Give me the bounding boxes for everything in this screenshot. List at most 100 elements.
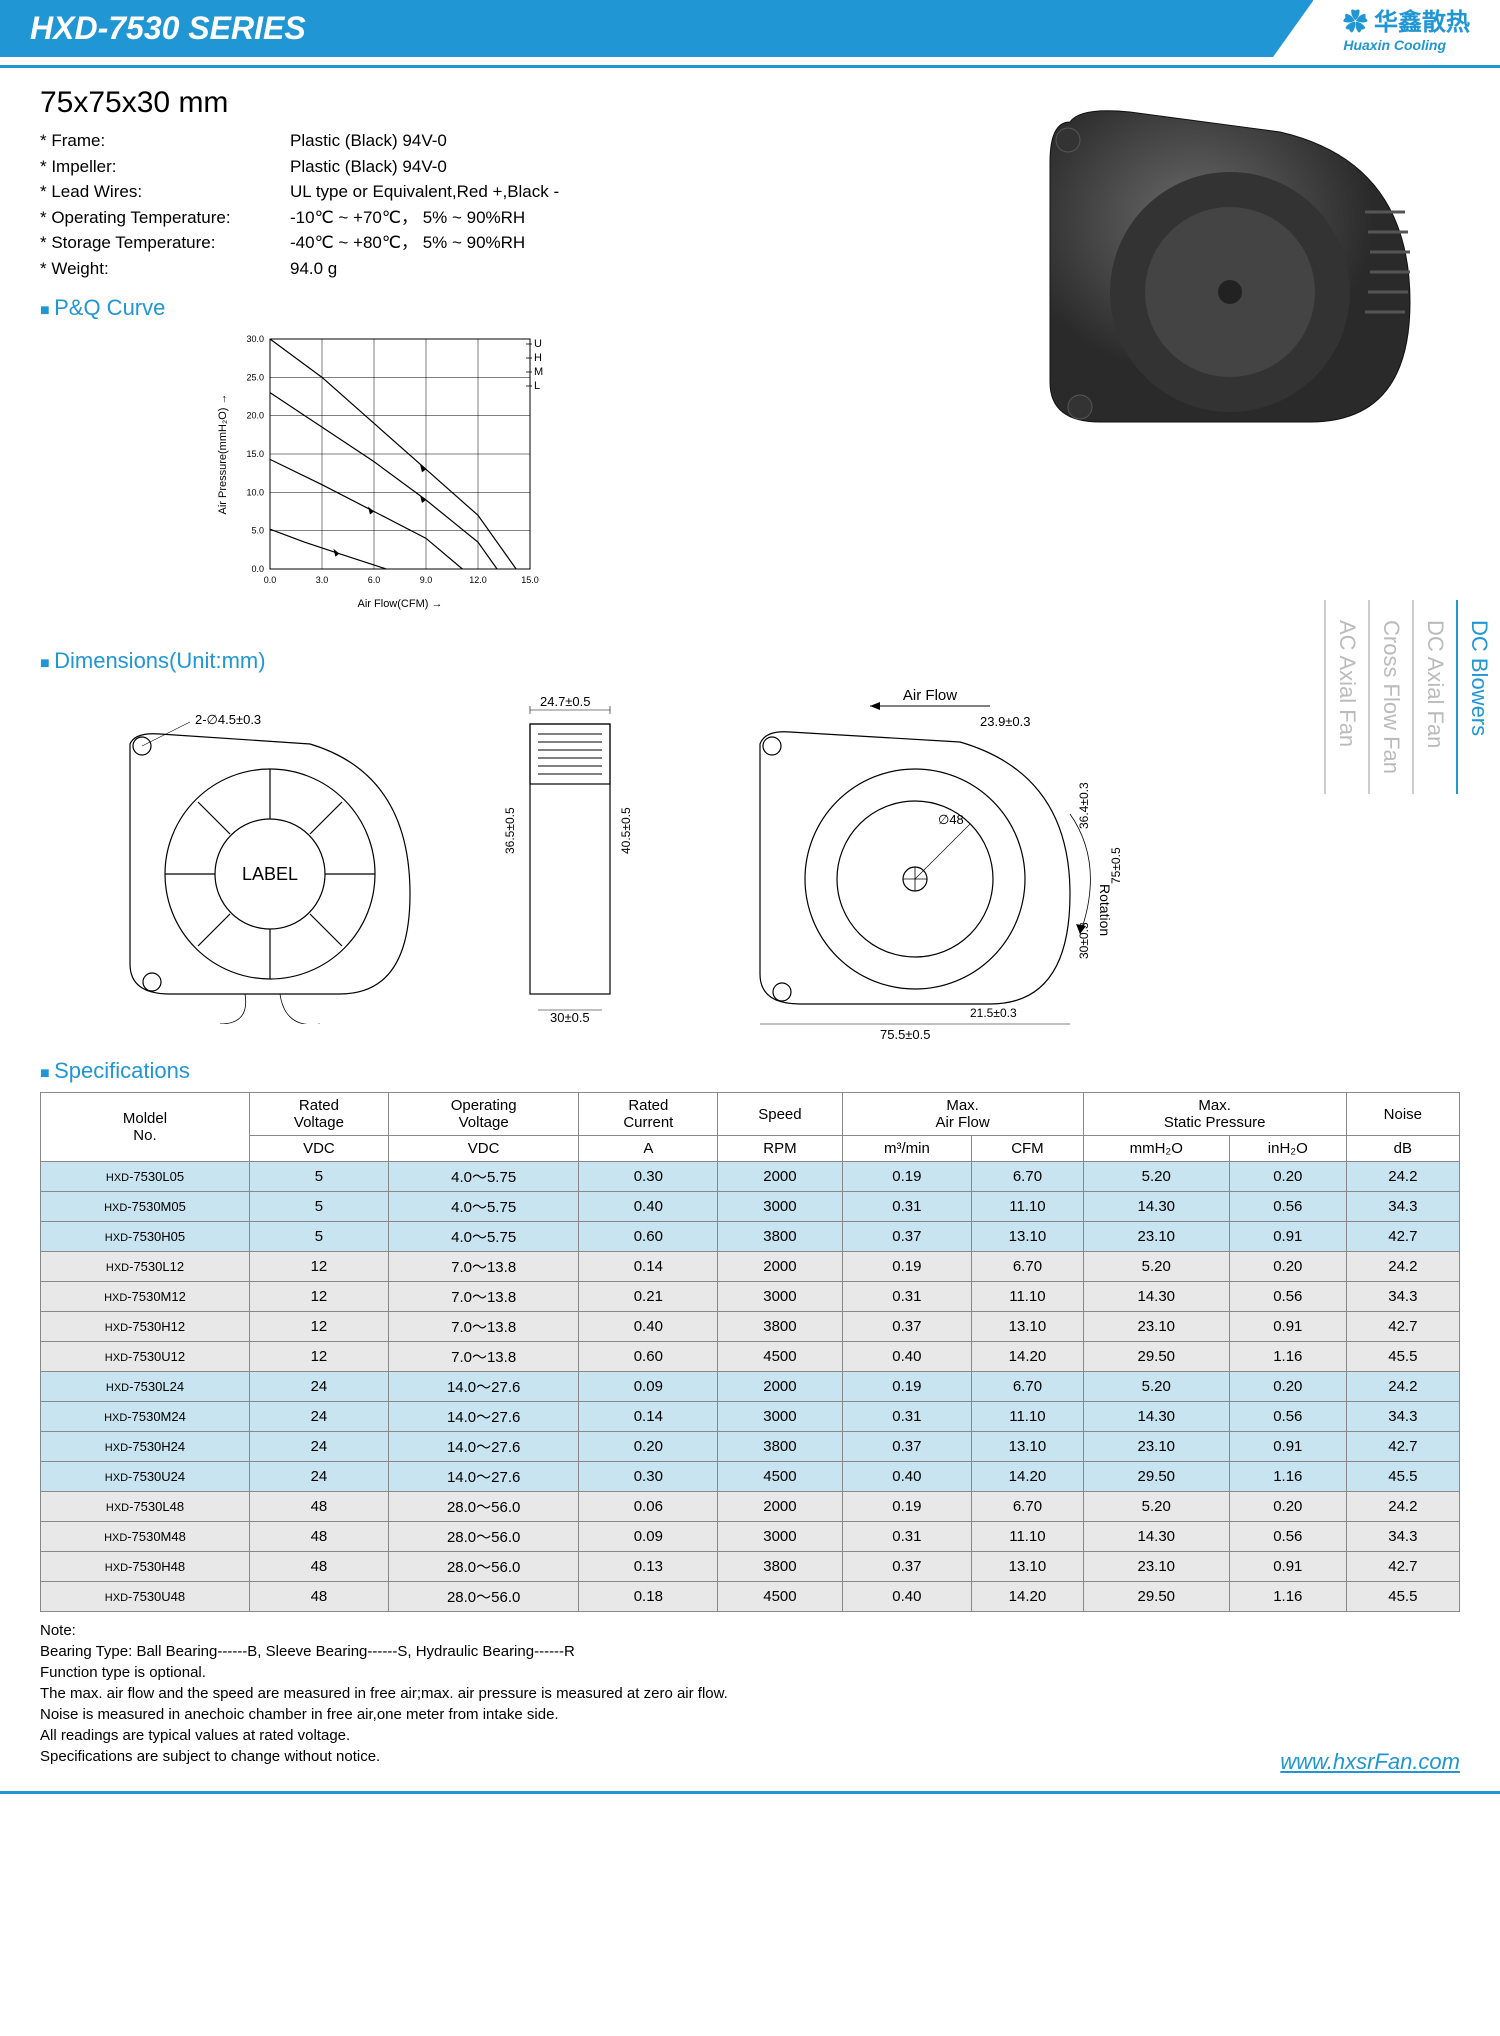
table-cell: 0.40 [579, 1192, 718, 1222]
table-cell: 0.09 [579, 1522, 718, 1552]
footer-url[interactable]: www.hxsrFan.com [1280, 1749, 1460, 1775]
table-cell: 5.20 [1083, 1492, 1229, 1522]
table-cell: HXD-7530H48 [41, 1552, 250, 1582]
table-subheader: m³/min [842, 1136, 972, 1162]
svg-text:15.0: 15.0 [521, 575, 539, 585]
table-cell: 5 [249, 1222, 388, 1252]
product-photo [1010, 82, 1430, 442]
table-cell: 24 [249, 1372, 388, 1402]
logo-chinese: ✿ 华鑫散热 [1343, 2, 1470, 37]
table-cell: 0.18 [579, 1582, 718, 1612]
table-cell: 34.3 [1346, 1402, 1459, 1432]
table-cell: 0.40 [842, 1342, 972, 1372]
table-row: HXD-7530H12127.0～13.80.4038000.3713.1023… [41, 1312, 1460, 1342]
table-cell: 0.06 [579, 1492, 718, 1522]
table-cell: 3800 [718, 1312, 842, 1342]
table-cell: 48 [249, 1582, 388, 1612]
prop-value: Plastic (Black) 94V-0 [290, 128, 447, 154]
table-cell: 0.56 [1229, 1192, 1346, 1222]
table-row: HXD-7530U242414.0～27.60.3045000.4014.202… [41, 1462, 1460, 1492]
table-cell: 6.70 [972, 1252, 1083, 1282]
table-cell: 7.0～13.8 [388, 1342, 578, 1372]
table-cell: 24.2 [1346, 1492, 1459, 1522]
table-cell: 11.10 [972, 1402, 1083, 1432]
table-cell: 6.70 [972, 1372, 1083, 1402]
table-cell: 0.60 [579, 1222, 718, 1252]
tab-ac-axial[interactable]: AC Axial Fan [1324, 600, 1368, 794]
table-cell: 12 [249, 1252, 388, 1282]
note-line: Function type is optional. [40, 1662, 1460, 1683]
svg-text:2-∅4.5±0.3: 2-∅4.5±0.3 [195, 712, 261, 727]
table-cell: 29.50 [1083, 1582, 1229, 1612]
logo-english: Huaxin Cooling [1343, 37, 1470, 53]
table-cell: 0.20 [579, 1432, 718, 1462]
table-cell: HXD-7530L05 [41, 1162, 250, 1192]
svg-text:24.7±0.5: 24.7±0.5 [540, 694, 591, 709]
table-row: HXD-7530U12127.0～13.80.6045000.4014.2029… [41, 1342, 1460, 1372]
table-cell: 42.7 [1346, 1222, 1459, 1252]
table-cell: 7.0～13.8 [388, 1312, 578, 1342]
table-cell: 14.0～27.6 [388, 1432, 578, 1462]
table-cell: 13.10 [972, 1222, 1083, 1252]
table-cell: 0.56 [1229, 1282, 1346, 1312]
table-cell: 0.21 [579, 1282, 718, 1312]
table-subheader: VDC [388, 1136, 578, 1162]
table-row: HXD-7530H484828.0～56.00.1338000.3713.102… [41, 1552, 1460, 1582]
table-cell: HXD-7530U48 [41, 1582, 250, 1612]
label-text: LABEL [242, 864, 298, 884]
table-cell: 3800 [718, 1432, 842, 1462]
table-cell: 0.20 [1229, 1492, 1346, 1522]
table-cell: 2000 [718, 1252, 842, 1282]
tab-dc-blowers[interactable]: DC Blowers [1456, 600, 1500, 794]
table-cell: 14.30 [1083, 1522, 1229, 1552]
table-cell: 24.2 [1346, 1162, 1459, 1192]
table-cell: 0.37 [842, 1222, 972, 1252]
table-cell: HXD-7530L12 [41, 1252, 250, 1282]
table-cell: 0.30 [579, 1462, 718, 1492]
header-logo-area: ✿ 华鑫散热 Huaxin Cooling [1273, 0, 1500, 57]
svg-text:∅48: ∅48 [938, 812, 964, 827]
table-cell: 3800 [718, 1222, 842, 1252]
table-cell: 0.91 [1229, 1552, 1346, 1582]
svg-text:20.0: 20.0 [246, 411, 264, 421]
table-header: RatedVoltage [249, 1093, 388, 1136]
svg-text:30±0.5: 30±0.5 [550, 1010, 590, 1024]
table-header: Max.Air Flow [842, 1093, 1083, 1136]
table-cell: 0.40 [842, 1582, 972, 1612]
table-cell: 45.5 [1346, 1462, 1459, 1492]
svg-text:6.0: 6.0 [368, 575, 381, 585]
table-cell: HXD-7530U24 [41, 1462, 250, 1492]
table-cell: HXD-7530H05 [41, 1222, 250, 1252]
table-cell: 1.16 [1229, 1342, 1346, 1372]
table-cell: 24 [249, 1402, 388, 1432]
table-cell: 0.13 [579, 1552, 718, 1582]
prop-value: -10℃ ~ +70℃， 5% ~ 90%RH [290, 205, 525, 231]
note-line: All readings are typical values at rated… [40, 1725, 1460, 1746]
svg-text:21.5±0.3: 21.5±0.3 [970, 1006, 1017, 1020]
table-cell: HXD-7530M48 [41, 1522, 250, 1552]
table-cell: 13.10 [972, 1552, 1083, 1582]
dimension-drawings: LABEL 2-∅4.5±0.3 24.7±0.5 40.5±0.5 36.5±… [80, 684, 1460, 1044]
table-cell: 0.60 [579, 1342, 718, 1372]
prop-label: * Storage Temperature: [40, 230, 290, 256]
table-cell: 28.0～56.0 [388, 1492, 578, 1522]
table-cell: 3000 [718, 1192, 842, 1222]
note-line: Specifications are subject to change wit… [40, 1746, 1460, 1767]
table-cell: HXD-7530M12 [41, 1282, 250, 1312]
table-row: HXD-7530H242414.0～27.60.2038000.3713.102… [41, 1432, 1460, 1462]
prop-label: * Weight: [40, 256, 290, 282]
specifications-table: MoldelNo.RatedVoltageOperatingVoltageRat… [40, 1092, 1460, 1612]
table-cell: 0.56 [1229, 1522, 1346, 1552]
svg-text:5.0: 5.0 [251, 526, 264, 536]
table-cell: 4.0～5.75 [388, 1162, 578, 1192]
tab-dc-axial[interactable]: DC Axial Fan [1412, 600, 1456, 794]
rotation-label: Rotation [1097, 884, 1113, 936]
table-cell: 0.19 [842, 1372, 972, 1402]
table-cell: 4500 [718, 1582, 842, 1612]
notes-block: Note: Bearing Type: Ball Bearing------B,… [40, 1620, 1460, 1767]
tab-cross-flow[interactable]: Cross Flow Fan [1368, 600, 1412, 794]
table-cell: 14.30 [1083, 1402, 1229, 1432]
table-cell: 12 [249, 1342, 388, 1372]
table-cell: 4.0～5.75 [388, 1222, 578, 1252]
svg-text:0.0: 0.0 [264, 575, 277, 585]
